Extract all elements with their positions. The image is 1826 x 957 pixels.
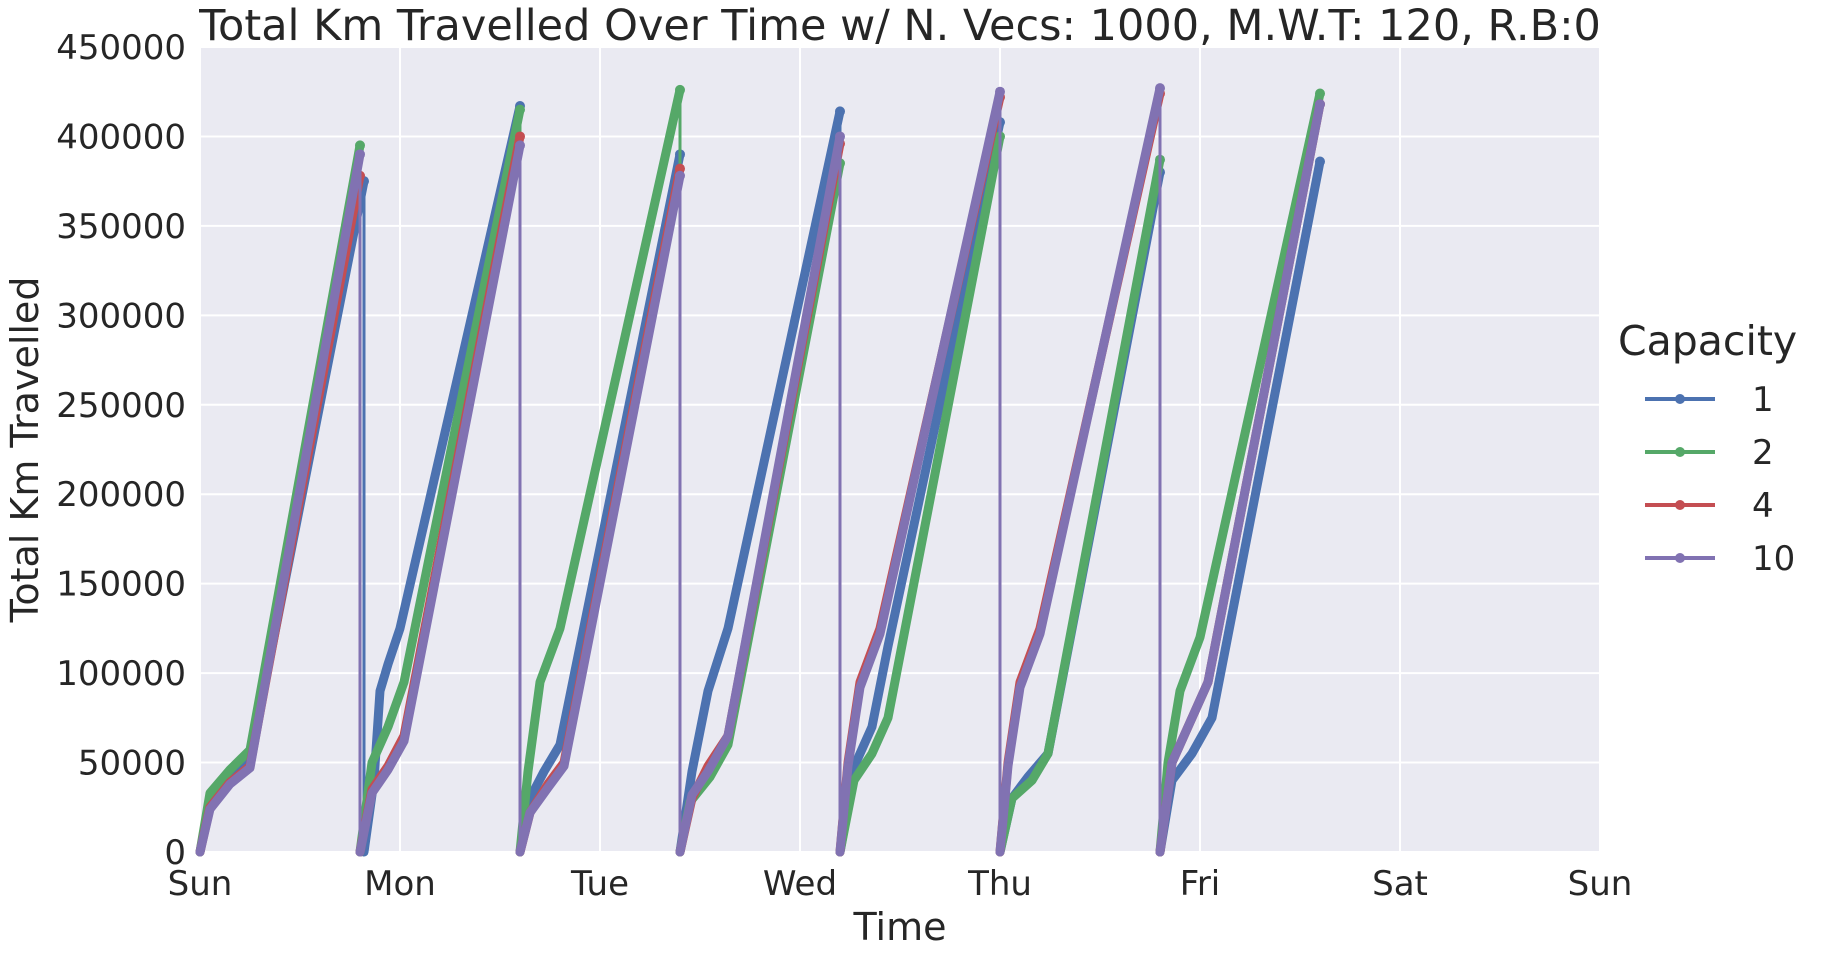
series-2-line xyxy=(835,131,1005,857)
series-2-point xyxy=(1315,88,1325,99)
series-10-point xyxy=(1315,99,1325,110)
legend-swatch-marker xyxy=(1675,447,1685,457)
y-tick-label: 200000 xyxy=(56,475,186,515)
legend-swatch-marker xyxy=(1675,500,1685,510)
x-tick-label: Sat xyxy=(1372,864,1428,904)
series-10-line xyxy=(515,171,685,857)
x-axis-title: Time xyxy=(853,905,947,949)
legend-item: 1 xyxy=(1645,380,1774,420)
series-10-line xyxy=(995,83,1165,857)
series-lines xyxy=(195,83,1325,857)
series-10-line xyxy=(1155,99,1325,857)
x-tick-label: Fri xyxy=(1180,864,1221,904)
series-10-line xyxy=(355,140,525,857)
series-10-line xyxy=(835,87,1005,857)
x-tick-label: Thu xyxy=(967,864,1032,904)
x-tick-label: Wed xyxy=(763,864,837,904)
legend-items: 1 2 4 10 xyxy=(1645,380,1795,579)
y-tick-label: 350000 xyxy=(56,207,186,247)
y-tick-label: 50000 xyxy=(78,744,186,784)
y-tick-label: 300000 xyxy=(56,296,186,336)
y-tick-label: 250000 xyxy=(56,386,186,426)
y-tick-label: 150000 xyxy=(56,565,186,605)
y-axis-title: Total Km Travelled xyxy=(3,277,47,624)
y-tick-label: 450000 xyxy=(56,28,186,68)
y-tick-labels: 0 50000 100000 150000 200000 250000 300000 3500… xyxy=(56,28,186,873)
x-tick-label: Tue xyxy=(570,864,629,904)
y-tick-label: 400000 xyxy=(56,117,186,157)
legend-label: 4 xyxy=(1752,486,1774,526)
legend: Capacity 1 2 4 10 xyxy=(1618,317,1797,579)
series-10 xyxy=(195,83,1325,857)
x-tick-label: Sun xyxy=(168,864,233,904)
series-2-line xyxy=(515,85,685,857)
legend-label: 1 xyxy=(1752,380,1774,420)
series-10-line xyxy=(675,131,845,857)
legend-title: Capacity xyxy=(1618,317,1797,365)
legend-item: 4 xyxy=(1645,486,1774,526)
plot-area xyxy=(200,47,1600,852)
series-2-line xyxy=(995,155,1165,857)
legend-swatch-marker xyxy=(1675,394,1685,404)
x-tick-labels: Sun Mon Tue Wed Thu Fri Sat Sun xyxy=(168,864,1633,904)
y-tick-label: 0 xyxy=(164,833,186,873)
chart-title: Total Km Travelled Over Time w/ N. Vecs:… xyxy=(198,1,1601,51)
series-10-line xyxy=(195,149,365,857)
y-tick-label: 100000 xyxy=(56,654,186,694)
x-tick-label: Mon xyxy=(364,864,436,904)
legend-item: 10 xyxy=(1645,539,1795,579)
legend-label: 2 xyxy=(1752,433,1774,473)
legend-swatch-marker xyxy=(1675,553,1685,563)
legend-label: 10 xyxy=(1752,539,1795,579)
x-tick-label: Sun xyxy=(1568,864,1633,904)
series-1-point xyxy=(1315,156,1325,167)
legend-item: 2 xyxy=(1645,433,1774,473)
